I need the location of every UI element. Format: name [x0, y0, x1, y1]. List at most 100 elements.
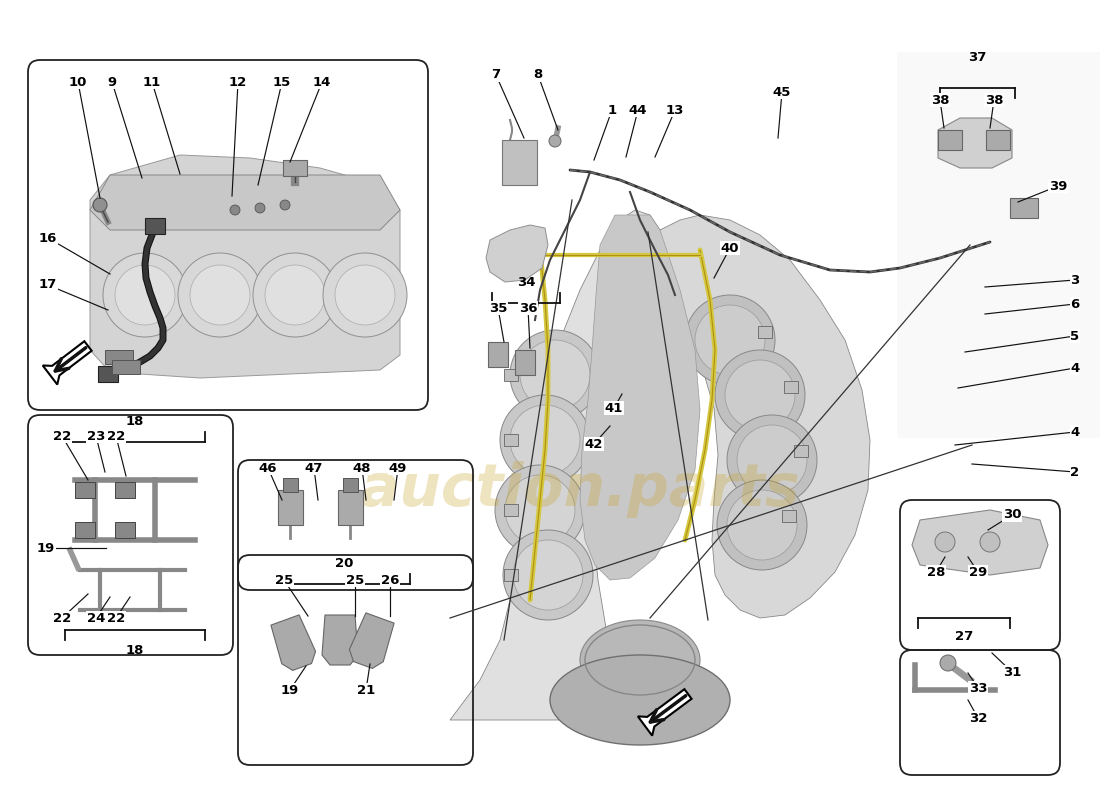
Text: 31: 31 [1003, 666, 1021, 678]
Text: 4: 4 [1070, 426, 1079, 438]
Text: 10: 10 [69, 75, 87, 89]
Bar [75, 482, 95, 498]
Text: 3: 3 [1070, 274, 1079, 286]
Text: 39: 39 [1048, 179, 1067, 193]
Circle shape [103, 253, 187, 337]
Bar [145, 218, 165, 234]
Bar [488, 342, 508, 367]
Text: 40: 40 [720, 242, 739, 254]
Bar [343, 478, 358, 492]
Polygon shape [580, 215, 700, 580]
FancyBboxPatch shape [896, 52, 1100, 438]
Text: 26: 26 [381, 574, 399, 586]
Text: 22: 22 [107, 611, 125, 625]
Circle shape [280, 200, 290, 210]
Text: 9: 9 [108, 75, 117, 89]
Text: 22: 22 [53, 611, 72, 625]
Text: 24: 24 [87, 611, 106, 625]
Circle shape [727, 490, 798, 560]
Circle shape [549, 135, 561, 147]
Text: 32: 32 [969, 711, 987, 725]
Text: 16: 16 [39, 231, 57, 245]
Text: 15: 15 [273, 75, 292, 89]
Text: 11: 11 [143, 75, 161, 89]
Circle shape [715, 350, 805, 440]
Text: auction.parts: auction.parts [360, 462, 800, 518]
Text: 36: 36 [519, 302, 537, 314]
Text: 13: 13 [666, 103, 684, 117]
Bar [75, 522, 95, 538]
Text: 19: 19 [37, 542, 55, 554]
Text: 25: 25 [345, 574, 364, 586]
Bar [116, 482, 135, 498]
Text: 48: 48 [353, 462, 372, 474]
Circle shape [685, 295, 775, 385]
Text: 2: 2 [1070, 466, 1079, 478]
Circle shape [510, 405, 580, 475]
Text: 22: 22 [107, 430, 125, 442]
Bar [283, 160, 307, 176]
Text: 12: 12 [229, 75, 248, 89]
Text: 49: 49 [388, 462, 407, 474]
Bar [283, 478, 298, 492]
Text: 18: 18 [125, 415, 144, 428]
Bar [104, 350, 133, 364]
Text: 33: 33 [969, 682, 988, 694]
Circle shape [725, 360, 795, 430]
Bar [1010, 198, 1038, 218]
Circle shape [510, 330, 600, 420]
Polygon shape [271, 615, 316, 670]
Circle shape [737, 425, 807, 495]
Circle shape [513, 540, 583, 610]
Circle shape [717, 480, 807, 570]
Bar [278, 490, 303, 525]
Circle shape [520, 340, 590, 410]
Circle shape [94, 198, 107, 212]
Circle shape [190, 265, 250, 325]
Polygon shape [938, 118, 1012, 168]
Text: 7: 7 [492, 69, 500, 82]
Text: 38: 38 [931, 94, 949, 106]
Circle shape [178, 253, 262, 337]
Bar [515, 350, 535, 375]
Text: 42: 42 [585, 438, 603, 450]
Text: 22: 22 [53, 430, 72, 442]
Text: 44: 44 [629, 103, 647, 117]
Circle shape [265, 265, 324, 325]
Bar [758, 326, 772, 338]
Text: 1: 1 [607, 103, 617, 117]
Text: 45: 45 [773, 86, 791, 98]
Polygon shape [350, 613, 394, 669]
Circle shape [940, 655, 956, 671]
Circle shape [505, 475, 575, 545]
Ellipse shape [550, 655, 730, 745]
Polygon shape [912, 510, 1048, 575]
Text: 6: 6 [1070, 298, 1079, 310]
Text: 17: 17 [39, 278, 57, 291]
Text: 46: 46 [258, 462, 277, 474]
Bar [782, 510, 796, 522]
Polygon shape [90, 175, 400, 230]
Bar [504, 504, 518, 516]
Ellipse shape [580, 620, 700, 700]
Text: 21: 21 [356, 683, 375, 697]
Circle shape [980, 532, 1000, 552]
Text: 35: 35 [488, 302, 507, 314]
Circle shape [336, 265, 395, 325]
Circle shape [116, 265, 175, 325]
Bar [116, 522, 135, 538]
Text: 28: 28 [927, 566, 945, 578]
Bar [504, 434, 518, 446]
Text: 38: 38 [984, 94, 1003, 106]
Polygon shape [90, 155, 400, 378]
Text: 20: 20 [334, 557, 353, 570]
Bar [986, 130, 1010, 150]
Text: 47: 47 [305, 462, 323, 474]
Bar [938, 130, 962, 150]
Text: 29: 29 [969, 566, 987, 578]
Text: 25: 25 [275, 574, 293, 586]
Text: 8: 8 [534, 69, 542, 82]
Text: 5: 5 [1070, 330, 1079, 342]
Bar [784, 381, 798, 393]
Circle shape [253, 253, 337, 337]
